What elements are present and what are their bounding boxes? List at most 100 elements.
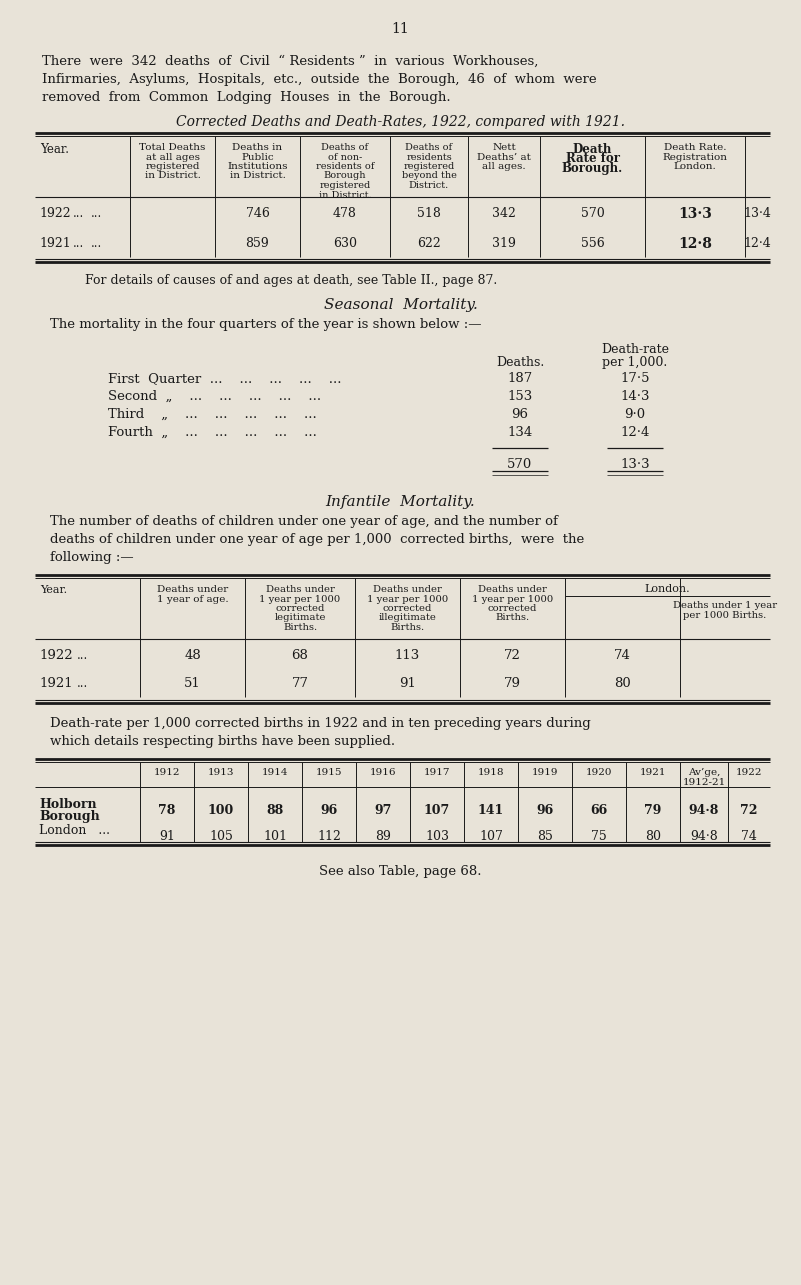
Text: 113: 113 [395,649,421,662]
Text: 12·8: 12·8 [678,236,712,251]
Text: corrected: corrected [383,604,433,613]
Text: Deaths under: Deaths under [266,585,335,594]
Text: Deaths of: Deaths of [405,143,453,152]
Text: ...: ... [91,236,103,251]
Text: 630: 630 [333,236,357,251]
Text: 79: 79 [644,804,662,817]
Text: 1 year of age.: 1 year of age. [157,595,228,604]
Text: 12·4: 12·4 [743,236,771,251]
Text: Borough.: Borough. [562,162,623,175]
Text: Borough: Borough [324,171,366,180]
Text: Registration: Registration [662,153,727,162]
Text: The number of deaths of children under one year of age, and the number of: The number of deaths of children under o… [50,515,557,528]
Text: Births.: Births. [283,623,317,632]
Text: ...: ... [77,677,88,690]
Text: 1 year per 1000: 1 year per 1000 [260,595,340,604]
Text: 1922: 1922 [39,649,73,662]
Text: 78: 78 [159,804,175,817]
Text: in District.: in District. [144,171,200,180]
Text: 746: 746 [246,207,269,220]
Text: 17·5: 17·5 [620,371,650,385]
Text: 1921: 1921 [39,677,73,690]
Text: Seasonal  Mortality.: Seasonal Mortality. [324,298,477,312]
Text: 1917: 1917 [424,768,450,777]
Text: 622: 622 [417,236,441,251]
Text: 1919: 1919 [532,768,558,777]
Text: ...: ... [77,649,88,662]
Text: Deaths under: Deaths under [373,585,442,594]
Text: Borough: Borough [39,810,100,822]
Text: 74: 74 [614,649,631,662]
Text: Year.: Year. [40,143,69,155]
Text: Institutions: Institutions [227,162,288,171]
Text: 1922: 1922 [736,768,763,777]
Text: London.: London. [645,583,690,594]
Text: 79: 79 [504,677,521,690]
Text: ...: ... [91,207,103,220]
Text: The mortality in the four quarters of the year is shown below :—: The mortality in the four quarters of th… [50,317,481,332]
Text: 96: 96 [512,409,529,421]
Text: 153: 153 [507,391,533,403]
Text: Av’ge,
1912-21: Av’ge, 1912-21 [682,768,726,788]
Text: 9·0: 9·0 [625,409,646,421]
Text: 74: 74 [741,830,757,843]
Text: 72: 72 [504,649,521,662]
Text: There  were  342  deaths  of  Civil  “ Residents ”  in  various  Workhouses,: There were 342 deaths of Civil “ Residen… [42,55,538,68]
Text: 88: 88 [267,804,284,817]
Text: See also Table, page 68.: See also Table, page 68. [320,865,481,878]
Text: 12·4: 12·4 [620,427,650,439]
Text: 570: 570 [581,207,605,220]
Text: Year.: Year. [40,585,67,595]
Text: 1921: 1921 [640,768,666,777]
Text: 1912: 1912 [154,768,180,777]
Text: 103: 103 [425,830,449,843]
Text: 1 year per 1000: 1 year per 1000 [472,595,553,604]
Text: 68: 68 [292,649,308,662]
Text: Death-rate: Death-rate [601,343,669,356]
Text: 77: 77 [292,677,308,690]
Text: 187: 187 [507,371,533,385]
Text: 570: 570 [507,457,533,472]
Text: 134: 134 [507,427,533,439]
Text: 1916: 1916 [370,768,396,777]
Text: First  Quarter  ...    ...    ...    ...    ...: First Quarter ... ... ... ... ... [108,371,341,385]
Text: 91: 91 [159,830,175,843]
Text: 72: 72 [740,804,758,817]
Text: Deaths under: Deaths under [157,585,228,594]
Text: Public: Public [241,153,274,162]
Text: Deaths under 1 year: Deaths under 1 year [673,601,777,610]
Text: 89: 89 [375,830,391,843]
Text: 107: 107 [424,804,450,817]
Text: 101: 101 [263,830,287,843]
Text: 85: 85 [537,830,553,843]
Text: Total Deaths: Total Deaths [139,143,206,152]
Text: Death Rate.: Death Rate. [664,143,727,152]
Text: per 1000 Births.: per 1000 Births. [683,610,767,619]
Text: following :—: following :— [50,551,134,564]
Text: 11: 11 [392,22,409,36]
Text: 14·3: 14·3 [620,391,650,403]
Text: 1922: 1922 [39,207,70,220]
Text: 1921: 1921 [39,236,70,251]
Text: illegitimate: illegitimate [379,613,437,622]
Text: beyond the: beyond the [401,171,457,180]
Text: deaths of children under one year of age per 1,000  corrected births,  were  the: deaths of children under one year of age… [50,533,584,546]
Text: London   ...: London ... [39,824,110,837]
Text: of non-: of non- [328,153,362,162]
Text: 96: 96 [537,804,553,817]
Text: 94·8: 94·8 [690,830,718,843]
Text: 556: 556 [581,236,605,251]
Text: Holborn: Holborn [39,798,97,811]
Text: 1918: 1918 [477,768,505,777]
Text: Death-rate per 1,000 corrected births in 1922 and in ten preceding years during: Death-rate per 1,000 corrected births in… [50,717,591,730]
Text: 1915: 1915 [316,768,342,777]
Text: residents: residents [406,153,452,162]
Text: ...: ... [73,236,84,251]
Text: Nett: Nett [492,143,516,152]
Text: Deaths’ at: Deaths’ at [477,153,531,162]
Text: Death: Death [573,143,612,155]
Text: 48: 48 [184,649,201,662]
Text: Deaths under: Deaths under [478,585,547,594]
Text: 1913: 1913 [207,768,234,777]
Text: District.: District. [409,181,449,190]
